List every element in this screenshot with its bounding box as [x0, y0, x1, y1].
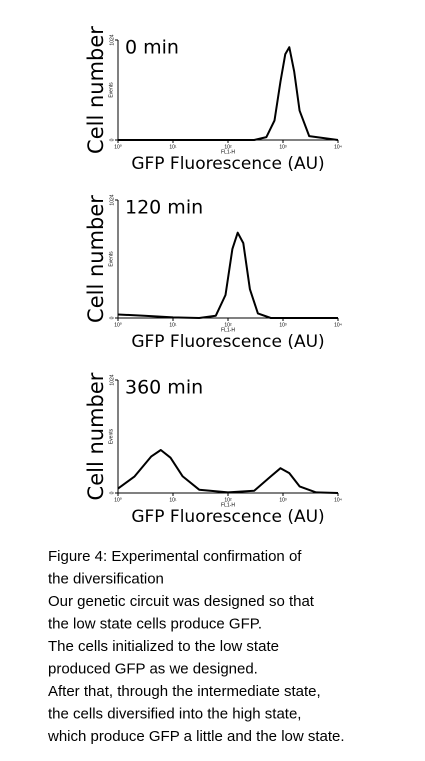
panel-label: 360 min [125, 377, 203, 399]
caption-line: the cells diversified into the high stat… [48, 705, 301, 722]
panel-label: 120 min [125, 197, 203, 219]
y-tick-label: 0 [109, 316, 115, 319]
caption-line: produced GFP as we designed. [48, 660, 258, 677]
y-axis-small-label: Events [108, 251, 114, 267]
caption-line: Figure 4: Experimental confirmation of [48, 548, 302, 565]
x-tick-label: 10¹ [169, 497, 177, 503]
x-tick-label: 10¹ [169, 144, 177, 150]
caption-line: After that, through the intermediate sta… [48, 683, 321, 700]
x-axis-small-label: FL1-H [221, 502, 235, 508]
caption-line: Our genetic circuit was designed so that [48, 593, 315, 610]
x-tick-label: 10⁴ [334, 144, 342, 150]
x-tick-label: 10² [224, 144, 232, 150]
x-tick-label: 10⁰ [114, 322, 122, 328]
x-axis-label: GFP Fluorescence (AU) [131, 332, 324, 352]
x-axis-label: GFP Fluorescence (AU) [131, 507, 324, 527]
y-axis-label: Cell number [84, 195, 108, 323]
x-tick-label: 10¹ [169, 322, 177, 328]
x-tick-label: 10³ [279, 497, 287, 503]
x-tick-label: 10³ [279, 144, 287, 150]
y-tick-label: 1024 [109, 34, 115, 45]
y-tick-label: 1024 [109, 374, 115, 385]
y-tick-label: 0 [109, 491, 115, 494]
y-axis-label: Cell number [84, 372, 108, 500]
x-tick-label: 10⁰ [114, 144, 122, 150]
histogram-line [117, 231, 338, 319]
caption-line: The cells initialized to the low state [48, 638, 279, 655]
x-tick-label: 10³ [279, 322, 287, 328]
y-tick-label: 0 [109, 138, 115, 141]
y-axis-small-label: Events [108, 82, 114, 98]
caption-line: the diversification [48, 570, 164, 587]
y-axis-small-label: Events [108, 428, 114, 444]
histogram-line [117, 449, 339, 494]
caption-line: which produce GFP a little and the low s… [47, 728, 345, 745]
panel-label: 0 min [125, 37, 179, 59]
y-axis-label: Cell number [84, 26, 108, 154]
caption-line: the low state cells produce GFP. [48, 615, 262, 632]
x-axis-label: GFP Fluorescence (AU) [131, 154, 324, 174]
x-axis-small-label: FL1-H [221, 149, 235, 155]
x-tick-label: 10⁰ [114, 497, 122, 503]
x-tick-label: 10⁴ [334, 497, 342, 503]
x-tick-label: 10² [224, 322, 232, 328]
histogram-line [118, 46, 339, 141]
x-tick-label: 10² [224, 497, 232, 503]
x-axis-small-label: FL1-H [221, 327, 235, 333]
x-tick-label: 10⁴ [334, 322, 342, 328]
y-tick-label: 1024 [109, 194, 115, 205]
